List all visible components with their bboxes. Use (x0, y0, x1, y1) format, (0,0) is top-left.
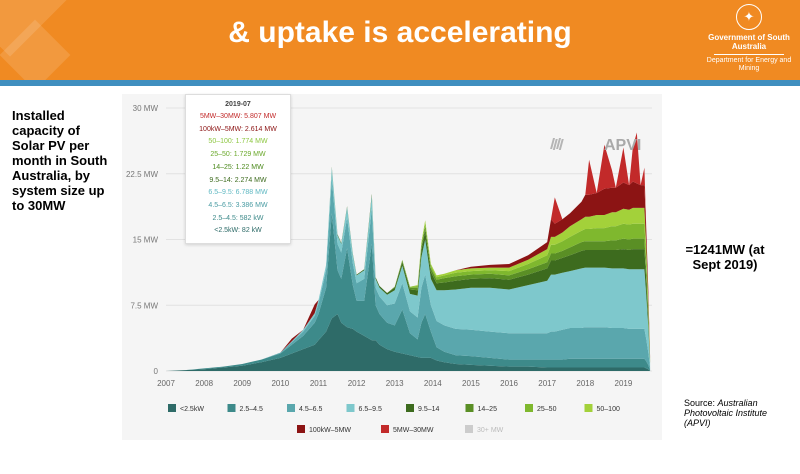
tooltip-rows: 5MW–30MW: 5.807 MW 100kW–5MW: 2.614 MW 50–… (186, 111, 290, 238)
legend-label: 4.5–6.5 (299, 406, 322, 413)
legend-label: 50–100 (597, 406, 620, 413)
legend-label: 25–50 (537, 406, 557, 413)
legend-label: 14–25 (478, 406, 498, 413)
y-axis-ticks: 0 7.5 MW 15 MW 22.5 MW 30 MW (126, 104, 159, 376)
legend-label: 5MW–30MW (393, 427, 434, 434)
x-tick-label: 2010 (271, 379, 289, 388)
series-area[interactable] (166, 178, 651, 371)
tooltip-row: <2.5kW: 82 kW (214, 227, 262, 235)
x-tick-label: 2014 (424, 379, 442, 388)
chart-tooltip: 2019-07 5MW–30MW: 5.807 MW 100kW–5MW: 2.6… (185, 94, 291, 244)
legend-item[interactable]: 14–25 (465, 404, 498, 413)
legend-swatch (465, 404, 474, 412)
source-prefix: Source: (684, 398, 716, 408)
apvi-logo-bar (552, 139, 558, 150)
series-area[interactable] (166, 166, 651, 371)
government-logo: ✦ Government of South Australia Departme… (704, 0, 794, 80)
legend-item[interactable]: 6.5–9.5 (346, 404, 382, 413)
x-tick-label: 2016 (500, 379, 518, 388)
x-tick-label: 2017 (538, 379, 556, 388)
chart-description: Installed capacity of Solar PV per month… (12, 108, 108, 213)
tooltip-row: 2.5–4.5: 582 kW (212, 214, 264, 222)
tooltip-row: 6.5–9.5: 6.788 MW (208, 189, 268, 197)
legend-item[interactable]: <2.5kW (168, 404, 204, 413)
legend-swatch (227, 404, 236, 412)
chart-areas (166, 132, 651, 371)
y-tick-label: 0 (154, 367, 159, 376)
legend-swatch (381, 425, 389, 433)
x-tick-label: 2008 (195, 379, 213, 388)
watermark-text: APVI (604, 137, 641, 154)
tooltip-month: 2019-07 (225, 101, 251, 108)
legend-item[interactable]: 4.5–6.5 (287, 404, 322, 413)
page-title: & uptake is accelerating (228, 16, 572, 49)
legend-swatch (525, 404, 533, 412)
logo-divider (714, 54, 784, 55)
x-tick-label: 2009 (233, 379, 251, 388)
tooltip-row: 14–25: 1.22 MW (212, 163, 264, 171)
legend-swatch (346, 404, 355, 412)
legend-item[interactable]: 50–100 (584, 404, 620, 413)
legend-label: 30+ MW (477, 427, 504, 434)
y-tick-label: 22.5 MW (126, 170, 158, 179)
chart-legend: <2.5kW 2.5–4.5 4.5–6.5 6.5–9.5 9.5–14 14–25 25… (168, 404, 620, 434)
x-tick-label: 2012 (348, 379, 366, 388)
tooltip-row: 25–50: 1.729 MW (210, 151, 266, 159)
series-area[interactable] (166, 213, 651, 371)
series-area[interactable] (166, 314, 651, 371)
legend-swatch (465, 425, 473, 433)
crest-icon: ✦ (736, 4, 762, 30)
x-tick-label: 2013 (386, 379, 404, 388)
x-axis-ticks: 2007 2008 2009 2010 2011 2012 2013 2014 2015 2016… (157, 379, 633, 388)
logo-government-text: Government of South Australia (708, 33, 790, 51)
x-tick-label: 2015 (462, 379, 480, 388)
legend-swatch (584, 404, 593, 412)
apvi-logo-bar (550, 138, 556, 149)
logo-department-text: Department for Energy and Mining (706, 57, 792, 72)
tooltip-row: 9.5–14: 2.274 MW (209, 176, 267, 184)
apvi-logo-icon (550, 138, 564, 150)
x-tick-label: 2019 (615, 379, 633, 388)
legend-swatch (297, 425, 305, 433)
legend-label: 9.5–14 (418, 406, 440, 413)
legend-item[interactable]: 2.5–4.5 (227, 404, 263, 413)
apvi-logo-bar (558, 139, 564, 150)
capacity-callout: =1241MW (at Sept 2019) (685, 242, 765, 272)
legend-label: <2.5kW (180, 406, 204, 413)
header-banner: & uptake is accelerating ✦ Government of… (0, 0, 800, 80)
legend-label: 2.5–4.5 (240, 406, 263, 413)
x-tick-label: 2011 (310, 379, 328, 388)
series-area[interactable] (166, 167, 651, 371)
legend-item[interactable]: 30+ MW (465, 425, 504, 434)
legend-item[interactable]: 100kW–5MW (297, 425, 351, 434)
apvi-logo-bar (556, 138, 562, 149)
tooltip-row: 4.5–6.5: 3.386 MW (208, 201, 268, 209)
legend-label: 6.5–9.5 (359, 406, 382, 413)
legend-swatch (406, 404, 414, 412)
y-tick-label: 30 MW (133, 104, 159, 113)
legend-swatch (168, 404, 176, 412)
x-tick-label: 2018 (576, 379, 594, 388)
legend-label: 100kW–5MW (309, 427, 351, 434)
tooltip-row: 100kW–5MW: 2.614 MW (199, 125, 277, 133)
legend-swatch (287, 404, 295, 412)
x-tick-label: 2007 (157, 379, 175, 388)
source-note: Source: Australian Photovoltaic Institut… (684, 398, 794, 428)
tooltip-row: 50–100: 1.774 MW (208, 138, 268, 146)
y-tick-label: 7.5 MW (130, 301, 158, 310)
source-name: Australian Photovoltaic Institute (APVI) (684, 398, 768, 428)
y-tick-label: 15 MW (133, 236, 159, 245)
header-stripe (0, 80, 800, 86)
tooltip-row: 5MW–30MW: 5.807 MW (199, 113, 277, 120)
legend-item[interactable]: 25–50 (525, 404, 557, 413)
legend-item[interactable]: 9.5–14 (406, 404, 440, 413)
legend-item[interactable]: 5MW–30MW (381, 425, 434, 434)
apvi-watermark: APVI (550, 137, 641, 154)
